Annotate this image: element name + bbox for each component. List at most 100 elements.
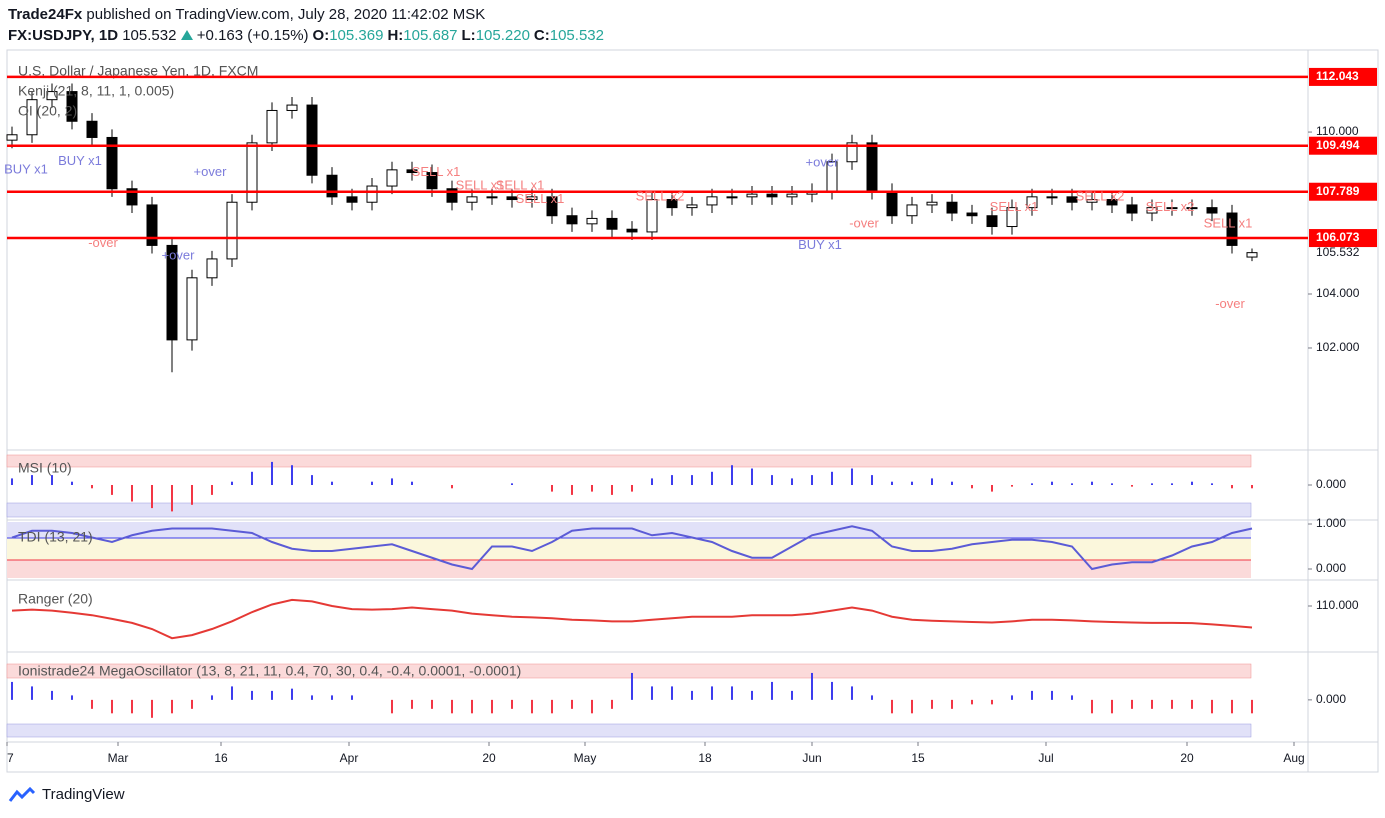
signal-label: SELL x1 [990, 199, 1039, 214]
publisher: Trade24Fx [8, 6, 83, 23]
candle-body [486, 196, 498, 199]
ohlc-key: O: [312, 27, 330, 44]
header-line-2: FX:USDJPY, 1D 105.532 +0.163 (+0.15%) O:1… [8, 25, 604, 46]
bar [131, 699, 133, 714]
ohlc: O:105.369 H:105.687 L:105.220 C:105.532 [309, 27, 604, 44]
bar [511, 483, 513, 485]
bar [31, 686, 33, 700]
bar [971, 485, 973, 489]
bar [591, 485, 593, 492]
legend-line: Kenji (21, 8, 11, 1, 0.005) [18, 83, 174, 99]
bar [611, 485, 613, 495]
y-tick-label: 0.000 [1316, 561, 1346, 575]
pane-title: MSI (10) [18, 460, 72, 476]
bar [611, 699, 613, 709]
bar [451, 485, 453, 489]
bar [451, 699, 453, 714]
bar [251, 471, 253, 485]
bar [291, 688, 293, 700]
bar [671, 475, 673, 485]
candle-body [646, 199, 658, 233]
bar [1151, 483, 1153, 485]
ohlc-key: L: [461, 27, 476, 44]
signal-label: BUY x1 [58, 153, 102, 168]
bar [1231, 699, 1233, 714]
candle-body [286, 104, 298, 111]
bar [1151, 699, 1153, 709]
bar [871, 475, 873, 485]
bar [91, 699, 93, 709]
mega-lower-band [6, 723, 1252, 738]
bar [311, 475, 313, 485]
bar [1171, 483, 1173, 485]
level-label: 107.789 [1316, 184, 1360, 198]
candle-body [1246, 252, 1258, 258]
bar [1051, 690, 1053, 700]
bar [891, 481, 893, 485]
bar [391, 478, 393, 485]
signal-label: SELL x1 [516, 191, 565, 206]
candle-body [526, 196, 538, 201]
bar [331, 481, 333, 485]
bar [891, 699, 893, 714]
bar [471, 699, 473, 714]
bar [651, 686, 653, 700]
indicator-line [11, 598, 1253, 640]
bar [11, 681, 13, 700]
bar [1251, 699, 1253, 714]
signal-label: SELL x1 [412, 164, 461, 179]
bar [551, 485, 553, 492]
tdi-lower-band [7, 560, 1251, 578]
signal-label: BUY x1 [4, 161, 48, 176]
bar [271, 461, 273, 485]
level-label: 106.073 [1316, 230, 1360, 244]
candle-body [66, 91, 78, 122]
bar [31, 475, 33, 485]
bar [171, 699, 173, 714]
bar [151, 485, 153, 509]
separators [7, 50, 1378, 772]
bar [1031, 483, 1033, 485]
bar [51, 475, 53, 485]
candle-body [506, 196, 518, 201]
bar [311, 695, 313, 700]
bar [911, 481, 913, 485]
bar [71, 481, 73, 485]
bar [391, 699, 393, 714]
bar [211, 695, 213, 700]
candle-body [1106, 199, 1118, 206]
y-tick-label: 0.000 [1316, 692, 1346, 706]
bar [231, 686, 233, 700]
signal-label: SELL x1 [1204, 215, 1253, 230]
bar [1211, 483, 1213, 485]
candle-body [466, 196, 478, 203]
bar [111, 699, 113, 714]
bar [571, 699, 573, 709]
candle-body [46, 91, 58, 101]
signal-label: SELL x2 [1076, 188, 1125, 203]
pane-title: Ranger (20) [18, 591, 93, 607]
candle-body [206, 258, 218, 279]
ohlc-value: 105.220 [475, 27, 530, 44]
bar [431, 699, 433, 709]
candle-body [946, 201, 958, 214]
price: 105.532 [122, 27, 177, 44]
x-tick-label: Jul [1038, 751, 1053, 765]
ohlc-key: C: [533, 27, 550, 44]
x-tick-label: 7 [7, 751, 14, 765]
signal-label: -over [88, 235, 118, 250]
bar [51, 690, 53, 700]
candle-body [426, 172, 438, 190]
bar [1071, 483, 1073, 485]
tdi-middle-band [7, 538, 1251, 560]
candle-body [1186, 207, 1198, 210]
candle-body [406, 169, 418, 174]
candle-body [246, 142, 258, 203]
bar [1111, 699, 1113, 714]
bar [1131, 699, 1133, 709]
candle-body [746, 193, 758, 198]
bar [911, 699, 913, 714]
candle-body [606, 217, 618, 230]
candle-body [306, 104, 318, 176]
